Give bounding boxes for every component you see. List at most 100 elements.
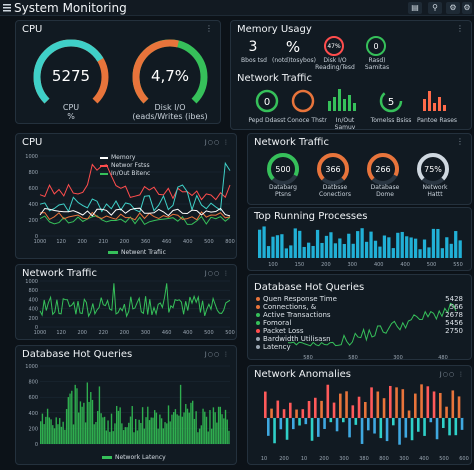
latency-bar [110,413,113,444]
query-row[interactable]: Active Transactions [256,311,331,319]
query-row[interactable]: Bardwidth Utilisasn [256,335,331,343]
panel-menu-icon[interactable]: ⋮ [456,24,465,33]
query-row[interactable]: Fomoral [256,319,291,327]
latency-bar [74,384,76,444]
latency-bar [126,427,128,444]
latency-bar [40,421,42,444]
bullet-icon [256,305,260,309]
query-row[interactable]: Connections, & [256,303,316,311]
anomaly-bar [282,409,286,418]
y-tick-label: 600 [28,395,38,401]
latency-bar [183,412,185,444]
more-button[interactable]: ⚙ [462,2,472,14]
y-tick-label: 200 [28,218,38,224]
settings-button[interactable]: ⚙ [446,2,460,14]
x-tick-label: 10 [261,456,267,462]
latency-bar [209,410,211,444]
query-row[interactable]: Packet Loss [256,327,303,335]
latency-bar [211,428,213,444]
latency-bar [160,418,163,444]
user-button[interactable]: ⚲ [428,2,442,14]
anomaly-bar [276,400,280,418]
filter-button[interactable]: ▤ [408,2,422,14]
latency-bar [141,407,144,444]
anomaly-bar [385,418,389,442]
network-top-svg: 0 5 [255,89,446,113]
gauge-value: 266 [375,165,390,174]
latency-bar [114,423,116,444]
anomaly-bar [376,391,380,418]
anomaly-bar [301,409,305,418]
latency-bar [95,421,97,444]
latency-bar [60,426,63,444]
query-value: 2678 [445,311,463,319]
cpu-chart-panel: CPU J○○ ⋮ 1000 800 600 400 200 0 1000 120 200 210… [15,133,237,259]
network-item-label: Pantoe Rases [416,117,458,124]
process-bar [400,231,404,258]
query-row[interactable]: Quen Response Time [256,295,337,303]
panel-controls[interactable]: J○○ ⋮ [204,351,230,358]
latency-bar [197,432,199,444]
latency-bar [136,430,139,444]
x-tick-label: 500 [439,456,449,462]
memory-svg: 3 % 47% 0 [249,36,386,56]
latency-bar [212,407,215,444]
latency-bar [150,417,152,444]
panel-controls[interactable]: J○○ ⋮ [439,371,465,378]
x-tick-label: 200 [77,330,87,336]
x-tick-label: 380 [359,456,369,462]
process-bar [262,226,266,258]
panel-controls[interactable]: J○○ ⋮ [204,270,230,277]
query-row[interactable]: Latency [256,343,291,351]
process-bar [280,234,284,258]
process-bar [405,236,409,258]
anomaly-bar [439,392,442,418]
y-tick-label: 400 [28,202,38,208]
y-tick-label: 600 [28,186,38,192]
x-tick-label: 460 [162,239,172,245]
process-bar [396,232,400,258]
x-tick-label: 500 [225,330,235,336]
legend-item: Networ Fstss [100,162,150,169]
network-item-label: Pepd Ddasst [248,117,286,124]
y-tick-label: 200 [28,316,38,322]
latency-bar [207,431,209,444]
latency-bar [154,410,156,444]
network-gauge-label: Network Hattt [422,184,448,198]
process-bar [329,232,333,258]
x-tick-label: 400 [419,456,429,462]
query-name: Packet Loss [263,327,304,335]
latency-bar [166,423,168,444]
latency-bar [202,408,204,444]
latency-bar [186,408,189,444]
process-bar [298,230,302,258]
process-bar [342,243,346,258]
panel-menu-icon[interactable]: ⋮ [456,137,465,146]
latency-bar [119,407,121,444]
latency-bar [78,412,80,444]
process-bar [293,228,297,258]
panel-title: CPU [22,24,43,35]
db-hot-queries-panel: Database Hot Queries 580 580 300 480 Quen R… [247,274,472,360]
y-tick-label: 200 [28,426,38,432]
x-tick-label: 580 [303,355,313,360]
panel-controls[interactable]: J○○ ⋮ [204,139,230,146]
menu-icon[interactable] [3,4,11,12]
x-tick-label: 460 [162,330,172,336]
anomaly-bar [367,418,370,431]
x-tick-label: 200 [321,262,331,268]
panel-menu-icon[interactable]: ⋮ [205,24,214,33]
anomaly-bar [370,387,373,418]
anomaly-bar [351,405,355,418]
inout-bars [328,89,356,111]
anomaly-bar [442,418,445,429]
latency-bar [171,414,173,444]
anomaly-bar [420,384,423,418]
latency-bar [91,399,94,444]
latency-bar [93,424,95,444]
anomaly-bar [295,409,298,418]
latency-bar [214,412,216,444]
network-anomalies-panel: Network Anomalies J○○ ⋮ 10 200 10 200 300 380… [247,365,472,465]
anomaly-bar [285,418,289,440]
